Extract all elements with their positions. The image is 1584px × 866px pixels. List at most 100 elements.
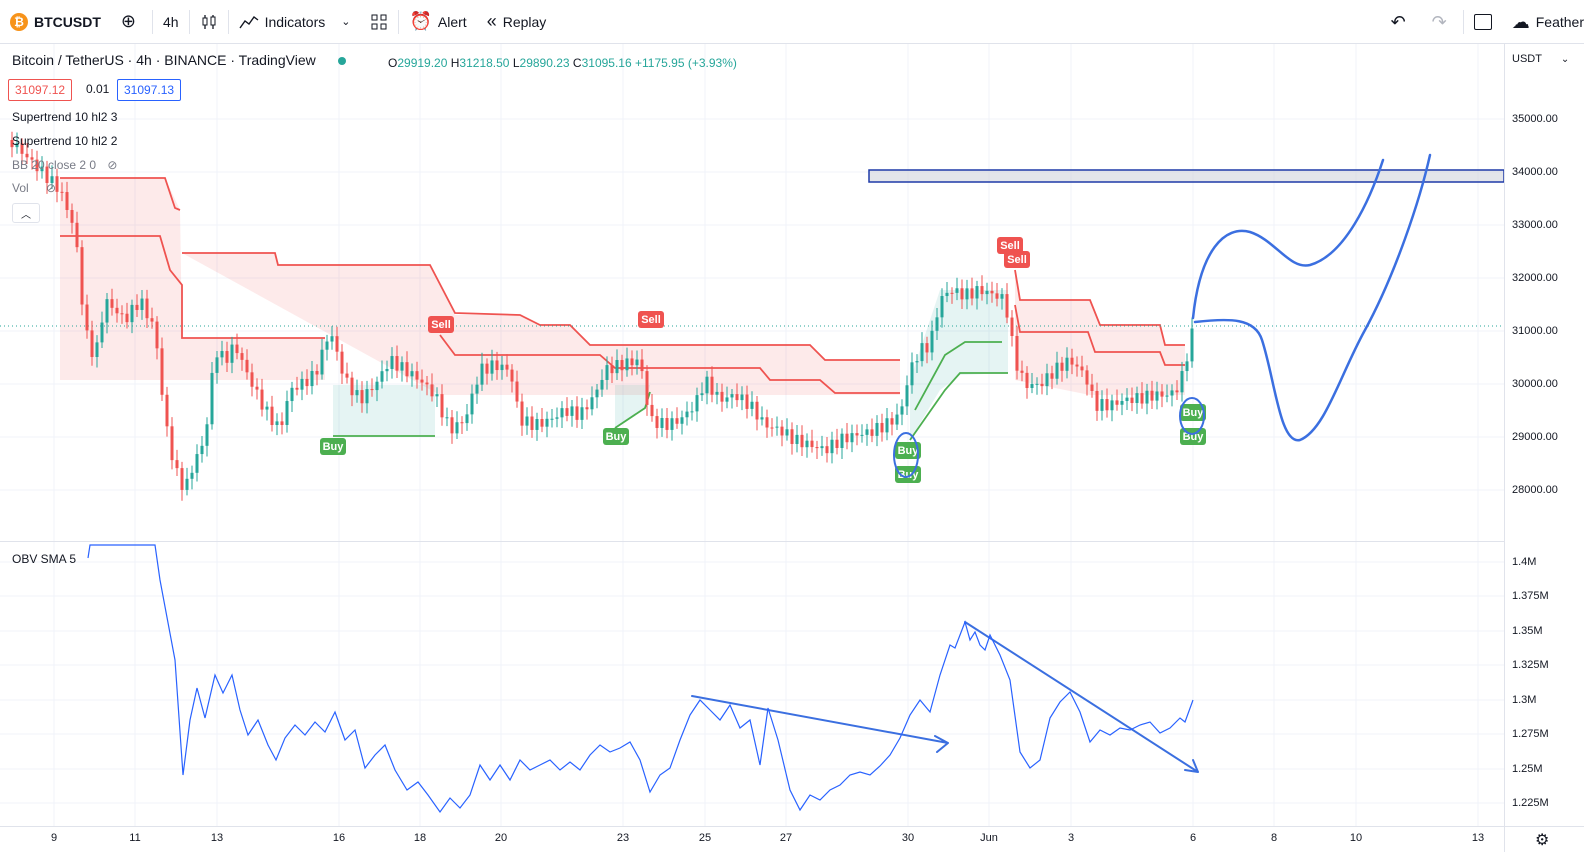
buy-signal: Buy [895,466,921,483]
chart-settings-button[interactable]: ⚙ [1504,826,1584,853]
candle-body [435,394,439,397]
eye-hidden-icon[interactable]: ⊘ [46,181,57,195]
obv-legend[interactable]: OBV SMA 5 [12,552,77,566]
price-tick: 31000.00 [1512,325,1558,337]
candle-body [1170,390,1174,396]
chart-title[interactable]: Bitcoin / TetherUS · 4h · BINANCE · Trad… [12,52,316,68]
candle-body [1065,357,1069,371]
undo-button[interactable]: ↶ [1381,0,1422,44]
candle-body [635,359,639,366]
resistance-zone[interactable] [868,169,1504,183]
candle-body [25,153,29,158]
candle-body [1145,390,1149,404]
candle-body [280,421,284,425]
supertrend-lines [60,177,1185,441]
candle-body [1140,393,1144,404]
redo-button[interactable]: ↷ [1422,0,1463,44]
candle-body [505,364,509,370]
candle-body [115,307,119,314]
candle-body [825,446,829,454]
candle-body [585,407,589,410]
candle-body [10,140,14,148]
bottom-strip [0,852,1584,866]
candle-body [75,222,79,248]
candle-body [970,288,974,299]
svg-text:Buy: Buy [898,445,920,457]
candle-body [400,362,404,371]
candle-body [700,393,704,396]
candle-body [275,421,279,426]
sell-price-button[interactable]: 31097.12 [8,79,73,101]
candle-body [535,419,539,430]
eye-hidden-icon[interactable]: ⊘ [107,158,118,172]
candle-body [650,404,654,417]
price-axis[interactable] [1504,44,1584,826]
candle-body [60,191,64,193]
candle-body [565,408,569,416]
candle-body [1130,397,1134,404]
candle-body [150,318,154,322]
time-tick: 27 [779,832,793,844]
candle-body [130,304,134,323]
candle-body [430,384,434,397]
price-tick: 35000.00 [1512,113,1558,125]
candle-body [890,418,894,425]
candle-body [1100,399,1104,411]
candle-body [240,353,244,360]
indicator-supertrend-1[interactable]: Supertrend 10 hl2 3 [12,110,118,124]
candle-body [320,349,324,375]
compare-button[interactable]: ⊕ [111,0,152,44]
symbol-search[interactable]: ₿ BTCUSDT [0,0,111,44]
candle-body [755,401,759,420]
candle-body [45,166,49,183]
candle-body [690,411,694,413]
time-axis[interactable] [0,826,1504,853]
candle-body [965,288,969,300]
candle-body [720,391,724,402]
candle-body [55,176,59,192]
svg-text:Buy: Buy [606,431,628,443]
candle-body [495,360,499,371]
fullscreen-button[interactable] [1464,0,1502,44]
obv-tick: 1.275M [1512,728,1549,740]
currency-label[interactable]: USDT ⌄ [1512,53,1570,65]
indicators-button[interactable]: Indicators ⌄ [229,0,361,44]
time-tick: 10 [1349,832,1363,844]
indicator-supertrend-2[interactable]: Supertrend 10 hl2 2 [12,134,118,148]
buy-price-button[interactable]: 31097.13 [117,79,182,101]
chart-type-button[interactable] [190,0,228,44]
time-tick: 6 [1189,832,1197,844]
candle-body [830,439,834,454]
candle-body [1025,372,1029,389]
price-tick: 32000.00 [1512,272,1558,284]
candle-body [405,362,409,377]
candle-body [980,286,984,295]
buy-signal: Buy [320,438,346,455]
collapse-legend-button[interactable]: ︿ [12,203,40,223]
chart-canvas[interactable]: Buy Sell Buy Sell Buy Buy Sell Sell Buy … [0,44,1504,826]
interval-button[interactable]: 4h [162,13,179,30]
alert-button[interactable]: ⏰ Alert [399,0,476,44]
candle-body [895,414,899,425]
pane-separator[interactable] [0,541,1504,542]
chart-svg[interactable]: Buy Sell Buy Sell Buy Buy Sell Sell Buy … [0,44,1504,826]
hand-drawings[interactable] [691,153,1432,773]
obv-tick: 1.225M [1512,797,1549,809]
replay-button[interactable]: « Replay [477,0,557,44]
candle-body [545,418,549,427]
publish-button[interactable]: ☁ Feather [1502,0,1584,44]
square-icon [1473,14,1492,30]
indicator-volume[interactable]: Vol ⊘ [12,181,56,195]
candle-body [230,344,234,363]
price-tick: 29000.00 [1512,431,1558,443]
candle-body [350,377,354,396]
candle-body [455,422,459,434]
candle-body [1040,383,1044,387]
indicator-bollinger[interactable]: BB 20 close 2 0 ⊘ [12,158,117,172]
divider [398,9,400,34]
layout-button[interactable] [360,0,398,44]
candle-body [460,422,464,424]
gear-icon: ⚙ [1535,832,1550,849]
candle-body [880,422,884,433]
candle-body [1125,397,1129,402]
